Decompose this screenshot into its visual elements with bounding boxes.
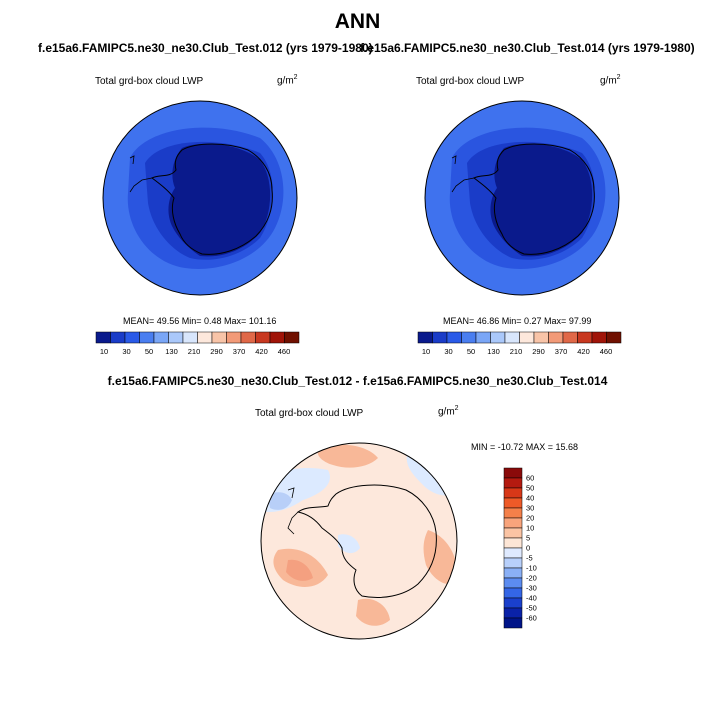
case1-title: f.e15a6.FAMIPC5.ne30_ne30.Club_Test.012 …: [38, 41, 373, 55]
colorbar-tick-label: 370: [233, 347, 246, 356]
colorbar-cell: [255, 331, 271, 344]
panel2-stats: MEAN= 46.86 Min= 0.27 Max= 97.99: [443, 316, 592, 326]
colorbar-tick-label: -10: [526, 564, 537, 573]
map-panel-2: [424, 100, 620, 296]
colorbar-tick-label: 20: [526, 514, 534, 523]
colorbar-tick-label: 370: [555, 347, 568, 356]
colorbar-cell: [548, 331, 564, 344]
colorbar-cell: [182, 331, 198, 344]
colorbar-cell: [503, 607, 523, 619]
colorbar-tick-label: 10: [100, 347, 108, 356]
colorbar-tick-label: 10: [422, 347, 430, 356]
colorbar-cell: [591, 331, 607, 344]
colorbar-cell: [504, 331, 520, 344]
colorbar-cell: [139, 331, 155, 344]
colorbar-cell: [503, 527, 523, 539]
colorbar-tick-label: 290: [532, 347, 545, 356]
colorbar-cell: [503, 497, 523, 509]
colorbar-cell: [577, 331, 593, 344]
colorbar-cell: [475, 331, 491, 344]
colorbar-tick-label: 420: [577, 347, 590, 356]
colorbar-tick-label: 50: [145, 347, 153, 356]
colorbar-cell: [606, 331, 622, 344]
colorbar-cell: [490, 331, 506, 344]
colorbar-cell: [446, 331, 462, 344]
panel1-variable-label: Total grd-box cloud LWP: [95, 76, 204, 87]
difference-title: f.e15a6.FAMIPC5.ne30_ne30.Club_Test.012 …: [107, 374, 608, 388]
colorbar-cell: [110, 331, 126, 344]
diff-stats: MIN = -10.72 MAX = 15.68: [471, 442, 579, 452]
colorbar-tick-label: 0: [526, 544, 530, 553]
colorbar-cell: [503, 567, 523, 579]
colorbar-cell: [503, 517, 523, 529]
colorbar-cell: [417, 331, 433, 344]
diff-units: g/m2: [438, 405, 459, 418]
colorbar-cell: [503, 507, 523, 519]
colorbar-tick-label: 130: [165, 347, 178, 356]
colorbar-tick-label: 130: [487, 347, 500, 356]
colorbar-tick-label: 460: [600, 347, 613, 356]
colorbar-cell: [269, 331, 285, 344]
map-panel-difference: [260, 442, 458, 640]
colorbar-cell: [503, 577, 523, 589]
colorbar-tick-label: 460: [278, 347, 291, 356]
colorbar-tick-label: 50: [526, 484, 534, 493]
colorbar-tick-label: 30: [122, 347, 130, 356]
diff-variable-label: Total grd-box cloud LWP: [255, 408, 364, 419]
colorbar-cell: [503, 587, 523, 599]
colorbar-cell: [124, 331, 140, 344]
colorbar-tick-label: 420: [255, 347, 268, 356]
colorbar-tick-label: 50: [467, 347, 475, 356]
colorbar-cell: [562, 331, 578, 344]
colorbar-cell: [519, 331, 535, 344]
colorbar-tick-label: -5: [526, 554, 533, 563]
case2-title: f.e15a6.FAMIPC5.ne30_ne30.Club_Test.014 …: [360, 41, 695, 55]
colorbar-cell: [284, 331, 300, 344]
colorbar-panel-1: 10 30 50 130 210 290 370 420 460: [95, 331, 300, 356]
colorbar-cell: [432, 331, 448, 344]
colorbar-cell: [503, 597, 523, 609]
colorbar-cell: [211, 331, 227, 344]
colorbar-cell: [240, 331, 256, 344]
colorbar-panel-2: 10 30 50 130 210 290 370 420 460: [417, 331, 622, 356]
colorbar-cell: [503, 557, 523, 569]
panel2-variable-label: Total grd-box cloud LWP: [416, 76, 525, 87]
map-panel-1: [102, 100, 298, 296]
colorbar-tick-label: -40: [526, 594, 537, 603]
colorbar-tick-label: 30: [444, 347, 452, 356]
colorbar-tick-label: 30: [526, 504, 534, 513]
colorbar-tick-label: 290: [210, 347, 223, 356]
colorbar-cell: [503, 537, 523, 549]
colorbar-cell: [503, 487, 523, 499]
main-title: ANN: [334, 10, 381, 33]
colorbar-cell: [461, 331, 477, 344]
colorbar-tick-label: -50: [526, 604, 537, 613]
colorbar-cell: [197, 331, 213, 344]
colorbar-tick-label: -30: [526, 584, 537, 593]
colorbar-cell: [503, 477, 523, 489]
panel1-stats: MEAN= 49.56 Min= 0.48 Max= 101.16: [123, 316, 277, 326]
colorbar-cell: [503, 617, 523, 629]
colorbar-tick-label: 210: [510, 347, 523, 356]
colorbar-tick-label: 210: [188, 347, 201, 356]
colorbar-cell: [168, 331, 184, 344]
colorbar-cell: [533, 331, 549, 344]
panel1-units: g/m2: [277, 74, 298, 87]
panel2-units: g/m2: [600, 74, 621, 87]
colorbar-tick-label: 60: [526, 474, 534, 483]
colorbar-tick-label: -60: [526, 614, 537, 623]
colorbar-cell: [226, 331, 242, 344]
colorbar-cell: [503, 467, 523, 479]
colorbar-cell: [95, 331, 111, 344]
colorbar-cell: [503, 547, 523, 559]
colorbar-tick-label: 40: [526, 494, 534, 503]
colorbar-tick-label: 10: [526, 524, 534, 533]
colorbar-tick-label: 5: [526, 534, 530, 543]
colorbar-tick-label: -20: [526, 574, 537, 583]
colorbar-cell: [153, 331, 169, 344]
